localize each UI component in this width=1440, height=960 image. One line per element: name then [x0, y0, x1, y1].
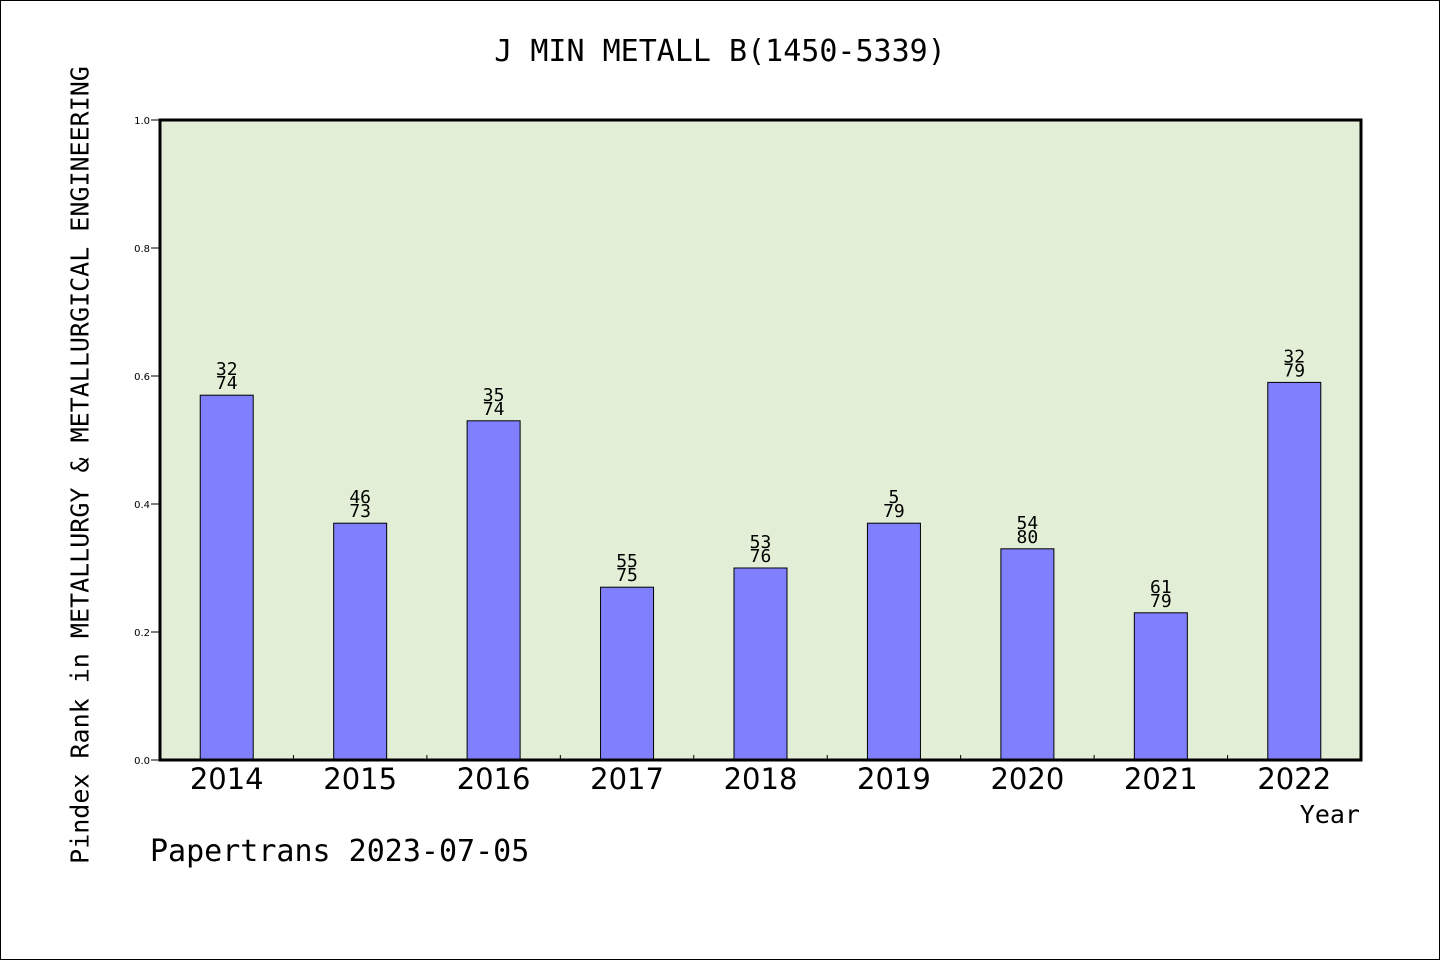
bar-label-bottom: 74: [483, 399, 505, 420]
plot-border: [158, 118, 1363, 762]
bar-label-top: 53: [750, 532, 772, 553]
bar-label-bottom: 79: [883, 501, 905, 522]
bar: [866, 522, 921, 761]
bar-label-bottom: 75: [616, 565, 638, 586]
bar-label-top: 32: [216, 359, 238, 380]
x-tick-label: 2017: [590, 762, 664, 796]
bar-label-top: 46: [349, 487, 371, 508]
bar-label-top: 54: [1017, 513, 1039, 534]
bar-label-top: 35: [483, 385, 505, 406]
chart-title: J MIN METALL B(1450-5339): [494, 34, 946, 69]
y-tick-label: 0.4: [134, 500, 150, 511]
y-tick-label: 0.8: [134, 244, 150, 255]
bar-label-bottom: 73: [349, 501, 371, 522]
bar: [1000, 548, 1055, 761]
bar-label-bottom: 76: [750, 546, 772, 567]
y-tick-label: 0.0: [134, 756, 150, 767]
bar: [1267, 381, 1322, 761]
bar-label-bottom: 79: [1150, 591, 1172, 612]
x-tick-label: 2018: [724, 762, 798, 796]
bar: [600, 586, 655, 761]
footer-credit: Papertrans 2023-07-05: [150, 834, 530, 869]
x-axis-label: Year: [1299, 800, 1360, 829]
x-tick-label: 2019: [857, 762, 931, 796]
bar-label-top: 55: [616, 551, 638, 572]
x-tick-label: 2021: [1124, 762, 1198, 796]
bar-label-bottom: 79: [1283, 360, 1305, 381]
bar-label-bottom: 74: [216, 373, 238, 394]
bar: [333, 522, 388, 761]
y-tick-label: 0.6: [134, 372, 150, 383]
x-tick-label: 2020: [990, 762, 1064, 796]
bar: [466, 420, 521, 761]
bar-label-bottom: 80: [1017, 527, 1039, 548]
bar-label-top: 61: [1150, 577, 1172, 598]
x-tick-label: 2014: [190, 762, 264, 796]
bar: [1133, 612, 1188, 761]
bar: [733, 567, 788, 761]
y-tick-label: 1.0: [134, 116, 150, 127]
x-tick-label: 2015: [323, 762, 397, 796]
bar-label-top: 5: [889, 487, 900, 508]
x-tick-label: 2016: [457, 762, 531, 796]
bar: [199, 394, 254, 761]
x-tick-label: 2022: [1257, 762, 1331, 796]
bar-label-top: 32: [1283, 346, 1305, 367]
y-tick-label: 0.2: [134, 628, 150, 639]
